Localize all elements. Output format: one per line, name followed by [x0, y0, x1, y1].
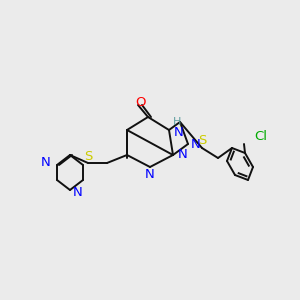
- Text: S: S: [84, 149, 92, 163]
- Text: N: N: [41, 157, 51, 169]
- Text: N: N: [178, 148, 188, 161]
- Text: N: N: [191, 137, 201, 151]
- Text: S: S: [198, 134, 206, 148]
- Text: N: N: [174, 125, 184, 139]
- Text: O: O: [135, 97, 145, 110]
- Text: Cl: Cl: [254, 130, 267, 142]
- Text: N: N: [73, 185, 83, 199]
- Text: N: N: [145, 169, 155, 182]
- Text: H: H: [173, 117, 181, 127]
